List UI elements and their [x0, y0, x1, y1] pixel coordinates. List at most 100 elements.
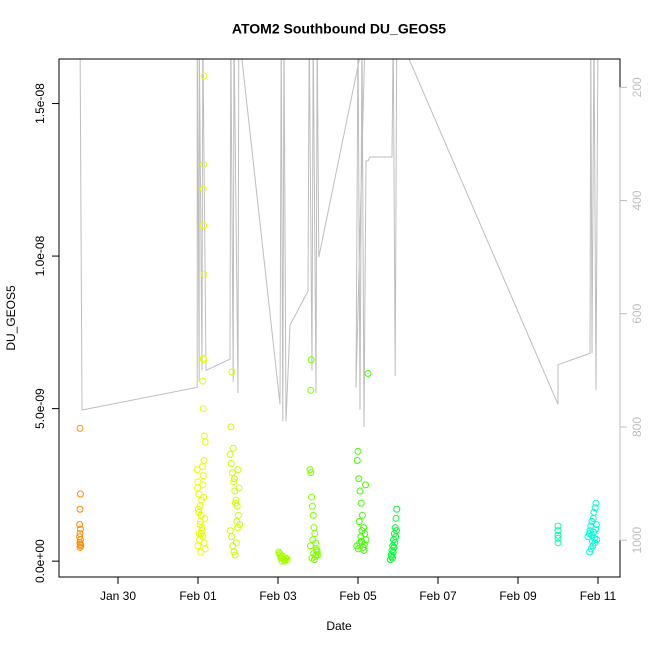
data-point: [200, 432, 208, 440]
data-point: [229, 444, 237, 452]
data-point: [358, 511, 366, 519]
data-point: [390, 543, 398, 551]
data-point: [392, 514, 400, 522]
y2-tick-label: 1000: [630, 527, 644, 554]
data-point: [199, 377, 207, 385]
data-point: [309, 511, 317, 519]
data-point: [386, 556, 394, 564]
data-point: [234, 466, 242, 474]
data-point: [231, 551, 239, 559]
data-point: [200, 72, 208, 80]
data-point: [76, 540, 84, 548]
data-point: [200, 356, 208, 364]
plot-area: [76, 59, 601, 565]
data-point: [226, 450, 234, 458]
data-point: [310, 556, 318, 564]
data-point: [306, 542, 314, 550]
chart-title: ATOM2 Southbound DU_GEOS5: [232, 21, 446, 37]
data-point: [307, 386, 315, 394]
data-point: [230, 475, 238, 483]
data-point: [584, 533, 592, 541]
data-point: [197, 548, 205, 556]
data-point: [199, 481, 207, 489]
data-point: [76, 490, 84, 498]
data-point: [307, 356, 315, 364]
data-point: [586, 548, 594, 556]
data-point: [228, 469, 236, 477]
x-tick-label: Feb 09: [499, 589, 537, 603]
data-point: [353, 456, 361, 464]
data-point: [235, 484, 243, 492]
data-point: [76, 505, 84, 513]
data-point: [355, 517, 363, 525]
data-point: [194, 505, 202, 513]
data-point: [362, 536, 370, 544]
data-point: [198, 527, 206, 535]
data-point: [232, 539, 240, 547]
data-point: [588, 537, 596, 545]
data-point: [388, 554, 396, 562]
data-point: [360, 546, 368, 554]
y-axis-label: DU_GEOS5: [4, 285, 18, 351]
data-point: [355, 475, 363, 483]
data-point: [354, 447, 362, 455]
data-point: [76, 525, 84, 533]
data-point: [233, 517, 241, 525]
data-point: [591, 504, 599, 512]
data-point: [76, 543, 84, 551]
x-tick-label: Feb 05: [339, 589, 377, 603]
data-point: [393, 505, 401, 513]
data-point: [200, 222, 208, 230]
data-point: [311, 530, 319, 538]
data-point: [197, 530, 205, 538]
data-point: [364, 370, 372, 378]
data-point: [592, 521, 600, 529]
data-point: [313, 546, 321, 554]
data-point: [280, 556, 288, 564]
data-point: [232, 499, 240, 507]
data-point: [307, 469, 315, 477]
data-point: [195, 508, 203, 516]
x-tick-label: Feb 03: [259, 589, 297, 603]
data-point: [193, 466, 201, 474]
data-point: [198, 463, 206, 471]
data-point: [362, 481, 370, 489]
y-tick-label: 1.5e-08: [33, 83, 47, 124]
x-axis-label: Date: [326, 619, 352, 633]
data-point: [554, 527, 562, 535]
data-point: [230, 478, 238, 486]
x-tick-label: Feb 01: [179, 589, 217, 603]
data-point: [312, 551, 320, 559]
data-point: [309, 536, 317, 544]
data-point: [199, 405, 207, 413]
x-tick-label: Jan 30: [100, 589, 136, 603]
data-point: [196, 521, 204, 529]
data-point: [76, 424, 84, 432]
data-point: [199, 185, 207, 193]
data-point: [356, 487, 364, 495]
data-point: [308, 493, 316, 501]
data-point: [230, 548, 238, 556]
data-point: [228, 533, 236, 541]
data-point: [200, 270, 208, 278]
data-point: [201, 514, 209, 522]
data-point: [592, 499, 600, 507]
data-point: [228, 368, 236, 376]
data-point: [554, 539, 562, 547]
data-point: [589, 514, 597, 522]
data-point: [358, 527, 366, 535]
profile-line: [79, 59, 599, 427]
y-tick-label: 5.0e-09: [33, 388, 47, 429]
x-tick-label: Feb 07: [419, 589, 457, 603]
y-tick-label: 0.0e+00: [33, 539, 47, 583]
x-tick-label: Feb 11: [580, 589, 617, 603]
y-tick-label: 1.0e-08: [33, 235, 47, 276]
data-point: [76, 521, 84, 529]
data-point: [554, 522, 562, 530]
data-point: [194, 484, 202, 492]
y2-tick-label: 400: [630, 190, 644, 210]
data-point: [358, 537, 366, 545]
data-point: [282, 554, 290, 562]
data-point: [227, 460, 235, 468]
